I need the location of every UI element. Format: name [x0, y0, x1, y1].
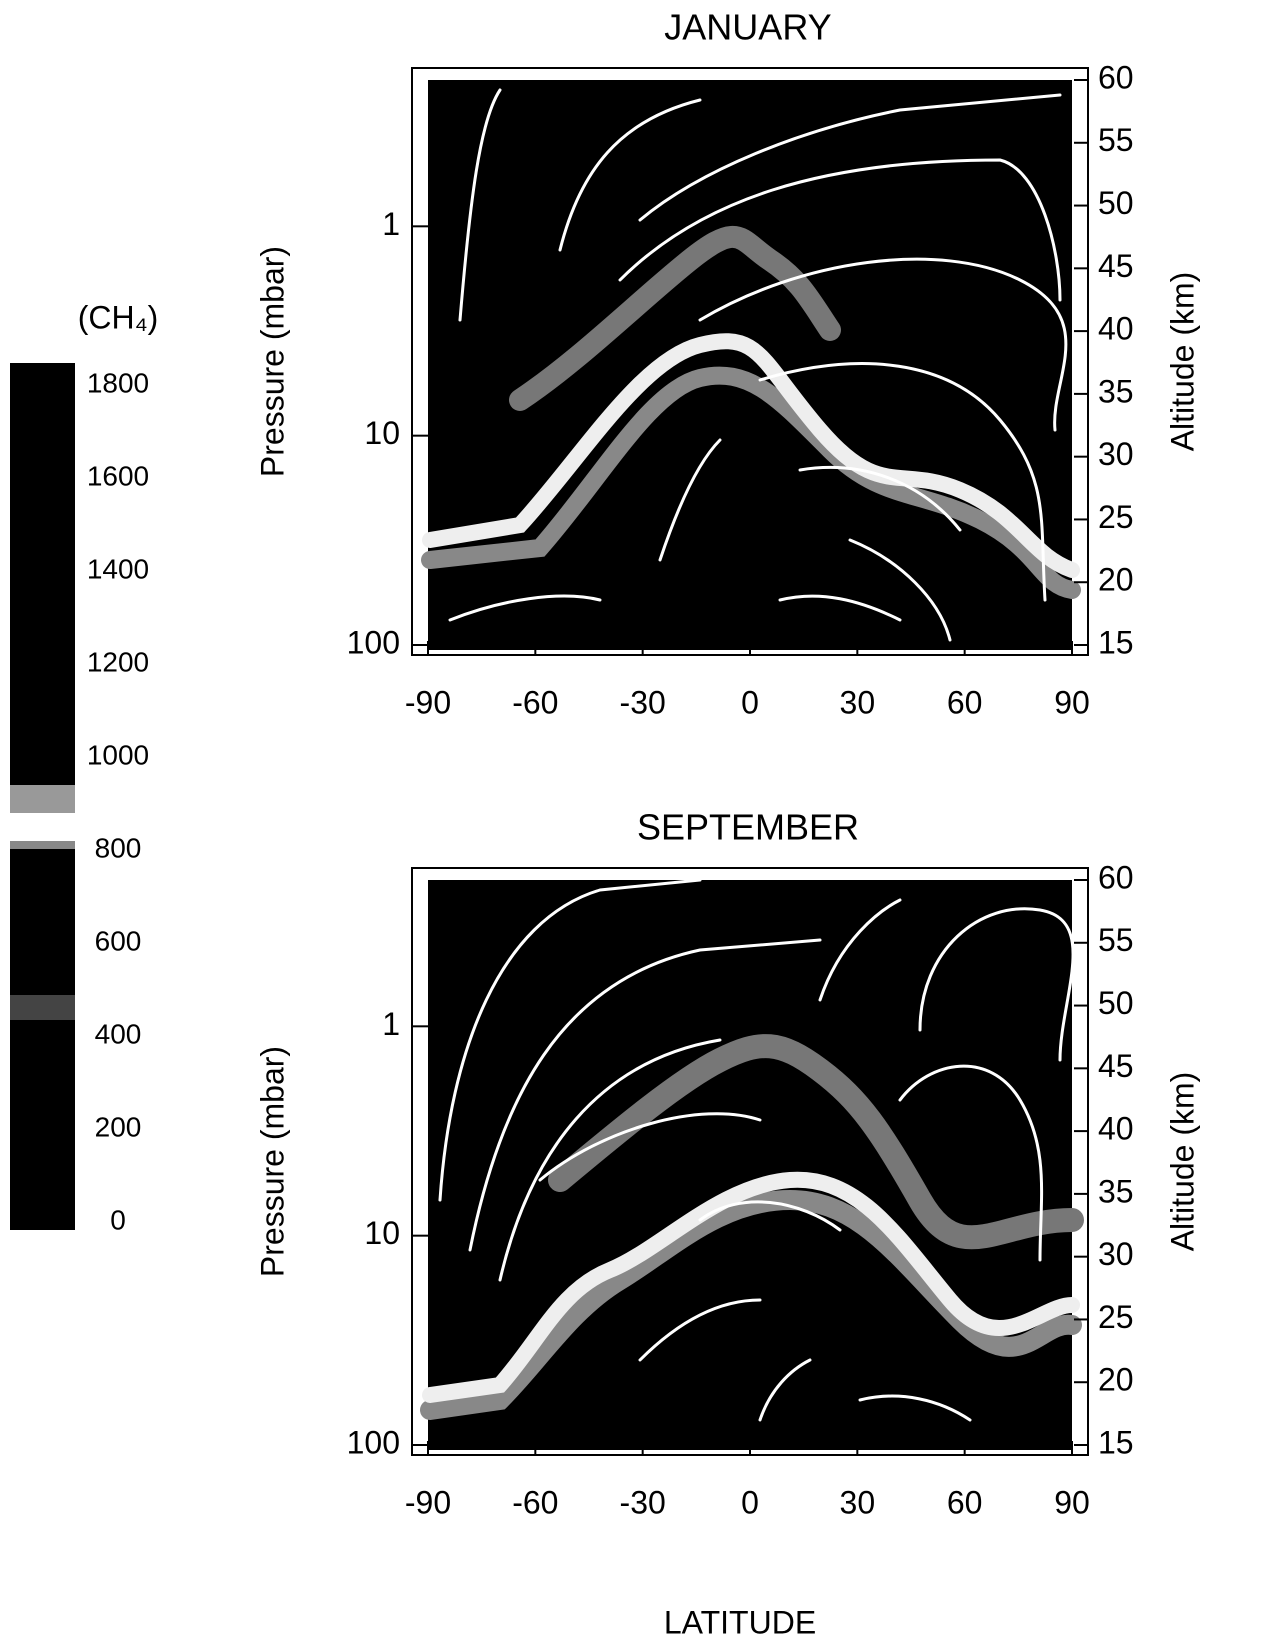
- field: [420, 878, 1084, 1450]
- colorbar-tick-label: 1600: [87, 460, 149, 491]
- y2-axis-label: Altitude (km): [1164, 272, 1200, 452]
- x-tick-label: -60: [512, 1484, 558, 1520]
- colorbar-tick-label: 1000: [87, 739, 149, 770]
- x-tick-label: -60: [512, 684, 558, 720]
- x-tick-label: -30: [620, 684, 666, 720]
- x-tick-label: 0: [741, 1484, 759, 1520]
- y2-tick-label: 40: [1098, 311, 1134, 347]
- y2-tick-label: 15: [1098, 624, 1134, 660]
- y2-tick-label: 35: [1098, 1173, 1134, 1209]
- colorbar-tick-label: 800: [95, 832, 142, 863]
- streamline: [438, 878, 1075, 1422]
- contour-band: [509, 226, 841, 411]
- colorbar-band: [10, 813, 75, 841]
- x-tick-label: 90: [1054, 1484, 1090, 1520]
- x-tick-label: 60: [947, 1484, 983, 1520]
- y2-tick-label: 45: [1098, 1048, 1134, 1084]
- y-axis-label: Pressure (mbar): [254, 246, 290, 477]
- y-tick-label: 1: [382, 1006, 400, 1042]
- colorbar-band: [10, 841, 75, 849]
- colorbar: [10, 363, 75, 1230]
- y-tick-label: 1: [382, 206, 400, 242]
- colorbar-band: [10, 785, 75, 813]
- y2-axis-label: Altitude (km): [1164, 1072, 1200, 1252]
- chart-title: JANUARY: [664, 7, 831, 48]
- colorbar-tick-label: 1200: [87, 646, 149, 677]
- chart-title: SEPTEMBER: [637, 807, 859, 848]
- colorbar-tick-label: 1800: [87, 367, 149, 398]
- plot-area: [428, 80, 1072, 650]
- y2-tick-label: 50: [1098, 985, 1134, 1021]
- y2-tick-label: 30: [1098, 436, 1134, 472]
- contour-band: [420, 1189, 1082, 1420]
- y2-tick-label: 20: [1098, 562, 1134, 598]
- x-tick-label: 30: [840, 1484, 876, 1520]
- y2-tick-label: 35: [1098, 373, 1134, 409]
- colorbar-label: (CH₄): [78, 299, 159, 335]
- x-tick-label: -90: [405, 684, 451, 720]
- y2-tick-label: 55: [1098, 122, 1134, 158]
- y2-tick-label: 55: [1098, 922, 1134, 958]
- y-tick-label: 100: [347, 624, 400, 660]
- x-tick-label: 30: [840, 684, 876, 720]
- x-axis-label: LATITUDE: [664, 1604, 816, 1640]
- y-axis-label: Pressure (mbar): [254, 1046, 290, 1277]
- colorbar-tick-label: 600: [95, 925, 142, 956]
- colorbar-band: [10, 995, 75, 1020]
- field: [421, 80, 1081, 650]
- y2-tick-label: 40: [1098, 1111, 1134, 1147]
- contour-band: [422, 333, 1080, 578]
- y2-tick-label: 60: [1098, 59, 1134, 95]
- y2-tick-label: 30: [1098, 1236, 1134, 1272]
- contour-band: [548, 1034, 1084, 1250]
- x-tick-label: -90: [405, 1484, 451, 1520]
- colorbar-tick-label: 1400: [87, 553, 149, 584]
- contour-band: [422, 1171, 1080, 1403]
- y-tick-label: 100: [347, 1424, 400, 1460]
- y2-tick-label: 25: [1098, 499, 1134, 535]
- x-tick-label: 60: [947, 684, 983, 720]
- y2-tick-label: 20: [1098, 1362, 1134, 1398]
- x-tick-label: 90: [1054, 684, 1090, 720]
- colorbar-tick-label: 200: [95, 1111, 142, 1142]
- y-tick-label: 10: [364, 1215, 400, 1251]
- y2-tick-label: 45: [1098, 248, 1134, 284]
- y-tick-label: 10: [364, 415, 400, 451]
- y2-tick-label: 25: [1098, 1299, 1134, 1335]
- x-tick-label: 0: [741, 684, 759, 720]
- y2-tick-label: 15: [1098, 1424, 1134, 1460]
- x-tick-label: -30: [620, 1484, 666, 1520]
- y2-tick-label: 60: [1098, 859, 1134, 895]
- colorbar-tick-label: 400: [95, 1018, 142, 1049]
- y2-tick-label: 50: [1098, 185, 1134, 221]
- streamline: [448, 88, 1068, 642]
- colorbar-tick-label: 0: [110, 1204, 126, 1235]
